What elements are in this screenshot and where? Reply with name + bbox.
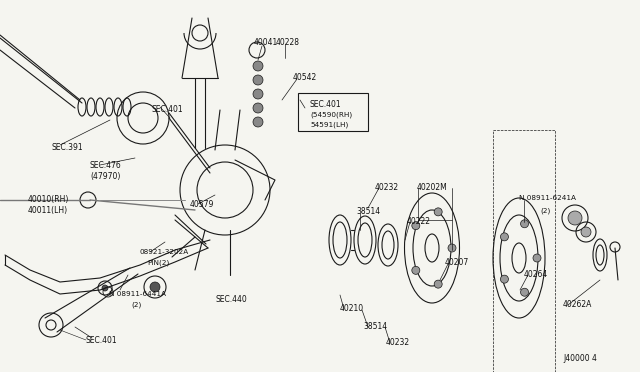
Text: 54591(LH): 54591(LH) <box>310 122 348 128</box>
Circle shape <box>253 61 263 71</box>
Text: 40542: 40542 <box>293 73 317 82</box>
Text: (54590(RH): (54590(RH) <box>310 111 352 118</box>
Circle shape <box>150 282 160 292</box>
Text: SEC.476: SEC.476 <box>90 161 122 170</box>
Circle shape <box>253 117 263 127</box>
Text: 40228: 40228 <box>276 38 300 47</box>
Text: 40232: 40232 <box>375 183 399 192</box>
Text: SEC.401: SEC.401 <box>310 100 342 109</box>
Circle shape <box>500 275 508 283</box>
Text: 40222: 40222 <box>407 217 431 226</box>
Circle shape <box>253 103 263 113</box>
Circle shape <box>520 288 529 296</box>
Text: (2): (2) <box>131 302 141 308</box>
Circle shape <box>448 244 456 252</box>
Text: 40579: 40579 <box>190 200 214 209</box>
Circle shape <box>253 89 263 99</box>
Text: 40262A: 40262A <box>563 300 593 309</box>
Circle shape <box>434 208 442 216</box>
Circle shape <box>533 254 541 262</box>
Bar <box>298 93 368 131</box>
Text: 38514: 38514 <box>356 207 380 216</box>
Text: (47970): (47970) <box>90 172 120 181</box>
Text: 40207: 40207 <box>445 258 469 267</box>
Text: PIN(2): PIN(2) <box>147 260 169 266</box>
Text: 40041: 40041 <box>254 38 278 47</box>
Text: 40011(LH): 40011(LH) <box>28 206 68 215</box>
Text: 40264: 40264 <box>524 270 548 279</box>
Text: SEC.401: SEC.401 <box>86 336 118 345</box>
Circle shape <box>568 211 582 225</box>
Circle shape <box>500 233 508 241</box>
Circle shape <box>412 222 420 230</box>
Bar <box>493 130 555 372</box>
Text: SEC.401: SEC.401 <box>152 105 184 114</box>
Text: 40210: 40210 <box>340 304 364 313</box>
Circle shape <box>102 285 108 291</box>
Text: 08921-3202A: 08921-3202A <box>140 249 189 255</box>
Circle shape <box>520 220 529 228</box>
Text: 40010(RH): 40010(RH) <box>28 195 69 204</box>
Text: N 08911-6241A: N 08911-6241A <box>519 195 576 201</box>
Text: 40232: 40232 <box>386 338 410 347</box>
Text: (2): (2) <box>540 207 550 214</box>
Text: SEC.440: SEC.440 <box>215 295 247 304</box>
Text: 40202M: 40202M <box>417 183 448 192</box>
Circle shape <box>434 280 442 288</box>
Text: J40000 4: J40000 4 <box>563 354 597 363</box>
Text: N 08911-6441A: N 08911-6441A <box>109 291 166 297</box>
Circle shape <box>412 266 420 274</box>
Circle shape <box>253 75 263 85</box>
Text: 38514: 38514 <box>363 322 387 331</box>
Circle shape <box>581 227 591 237</box>
Text: SEC.391: SEC.391 <box>52 143 84 152</box>
